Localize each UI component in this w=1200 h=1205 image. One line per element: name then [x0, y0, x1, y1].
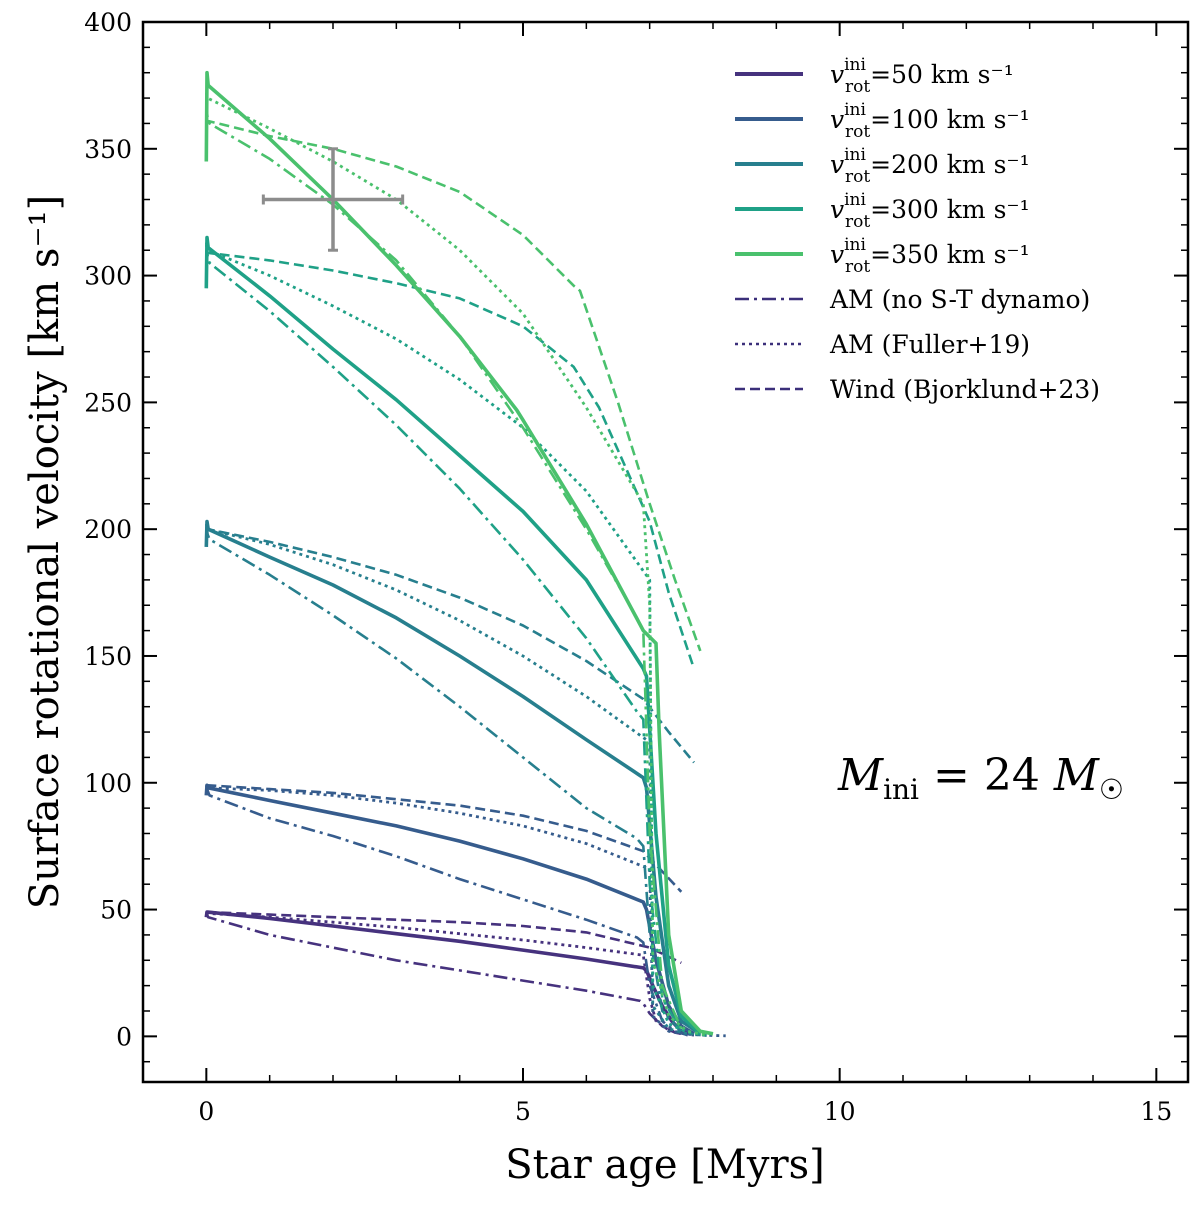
legend-label-sub: rot: [845, 212, 870, 232]
legend-label-var: v: [830, 60, 844, 89]
series-50-dashed: [206, 910, 682, 964]
mass-annotation-rest: = 24: [919, 750, 1054, 801]
x-tick-label: 10: [824, 1097, 856, 1126]
series-350-dashdot: [205, 102, 683, 1030]
y-axis-title: Surface rotational velocity [km s⁻¹]: [22, 195, 68, 909]
series-200-dashed: [205, 526, 696, 764]
y-tick-label: 350: [84, 135, 132, 164]
legend-label: vini rot=200 km s⁻¹: [830, 145, 1030, 187]
series-300-dashed: [205, 249, 696, 670]
legend-label-suffix: =100 km s⁻¹: [870, 105, 1029, 134]
legend-label: vini rot=50 km s⁻¹: [830, 55, 1014, 97]
legend-label-suffix: =50 km s⁻¹: [870, 60, 1014, 89]
mass-annotation-sun: ☉: [1099, 773, 1124, 806]
y-tick-label: 50: [100, 896, 132, 925]
legend-label: Wind (Bjorklund+23): [830, 375, 1100, 404]
legend-label-sub: rot: [845, 77, 870, 97]
y-tick-label: 150: [84, 642, 132, 671]
mass-annotation-main: M: [837, 750, 884, 801]
series-300-dotted: [204, 244, 707, 1037]
series-350-solid: [204, 70, 714, 1036]
legend-label-suffix: =300 km s⁻¹: [870, 195, 1029, 224]
legend-label-var: v: [830, 105, 844, 134]
mass-annotation: Mini = 24 M☉: [837, 750, 1124, 806]
legend-label-sup: ini: [844, 55, 866, 75]
legend-label-sup: ini: [844, 190, 866, 210]
series-100-dashdot: [205, 784, 689, 1037]
y-tick-label: 0: [116, 1022, 132, 1051]
y-tick-label: 400: [84, 8, 132, 37]
legend-label: vini rot=100 km s⁻¹: [830, 100, 1030, 142]
mass-annotation-sub: ini: [883, 773, 919, 806]
series-200-dashdot: [205, 523, 683, 1033]
legend-label-suffix: =350 km s⁻¹: [870, 240, 1029, 269]
legend-label: vini rot=300 km s⁻¹: [830, 190, 1030, 232]
series-layer: [204, 70, 726, 1038]
series-50-dotted: [205, 911, 695, 1037]
y-tick-label: 100: [84, 769, 132, 798]
legend-label-sub: rot: [845, 257, 870, 277]
y-tick-label: 300: [84, 262, 132, 291]
mass-annotation-mass: M: [1053, 750, 1100, 801]
legend-label: vini rot=350 km s⁻¹: [830, 235, 1030, 277]
series-350-dashed: [205, 117, 702, 652]
observation-layer: [261, 147, 405, 252]
legend-label: AM (no S-T dynamo): [829, 285, 1090, 314]
series-300-solid: [204, 235, 702, 1036]
legend-label-sup: ini: [844, 235, 866, 255]
legend-label-var: v: [830, 150, 844, 179]
legend-label-sup: ini: [844, 100, 866, 120]
legend-label-sub: rot: [845, 122, 870, 142]
series-200-solid: [204, 519, 702, 1036]
x-tick-label: 15: [1140, 1097, 1172, 1126]
y-tick-label: 250: [84, 388, 132, 417]
series-50-dashdot: [205, 911, 688, 1037]
x-axis-title: Star age [Myrs]: [505, 1142, 824, 1188]
legend-label-suffix: =200 km s⁻¹: [870, 150, 1029, 179]
series-300-dashdot: [205, 242, 683, 1032]
x-tick-label: 5: [515, 1097, 531, 1126]
legend-label: AM (Fuller+19): [829, 330, 1030, 359]
legend-label-sub: rot: [845, 167, 870, 187]
legend-label-var: v: [830, 240, 844, 269]
legend-label-var: v: [830, 195, 844, 224]
series-350-dotted: [204, 92, 707, 1037]
legend-label-sup: ini: [844, 145, 866, 165]
plot-frame: [141, 20, 1190, 1084]
series-200-dotted: [205, 525, 707, 1037]
y-tick-label: 200: [84, 515, 132, 544]
x-tick-label: 0: [198, 1097, 214, 1126]
